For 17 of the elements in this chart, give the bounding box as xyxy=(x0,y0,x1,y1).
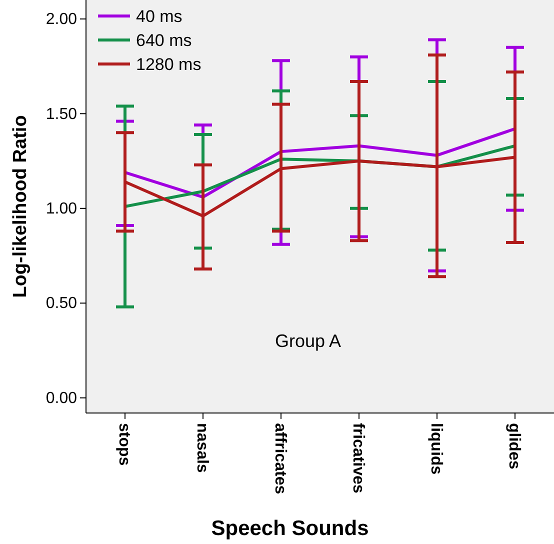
x-axis-title: Speech Sounds xyxy=(211,517,369,540)
y-tick-label: 1.50 xyxy=(46,106,78,123)
annotation: Group A xyxy=(274,331,342,351)
x-tick-label: fricatives xyxy=(349,423,366,494)
x-tick-label: nasals xyxy=(193,423,210,473)
y-tick-label: 0.50 xyxy=(46,295,78,312)
y-tick-label: 1.00 xyxy=(46,200,78,218)
y-tick-label: 0.00 xyxy=(46,390,78,407)
x-tick-label: glides xyxy=(505,423,522,470)
x-tick-label: liquids xyxy=(427,423,444,475)
x-tick-label: affricates xyxy=(271,423,288,494)
legend-label: 640 ms xyxy=(136,31,192,50)
y-axis-title: Log-likelihood Ratio xyxy=(10,115,31,298)
legend-label: 1280 ms xyxy=(136,55,202,74)
y-tick-label: 2.00 xyxy=(46,11,78,28)
x-tick-label: stops xyxy=(115,423,132,466)
legend-label: 40 ms xyxy=(136,7,182,26)
